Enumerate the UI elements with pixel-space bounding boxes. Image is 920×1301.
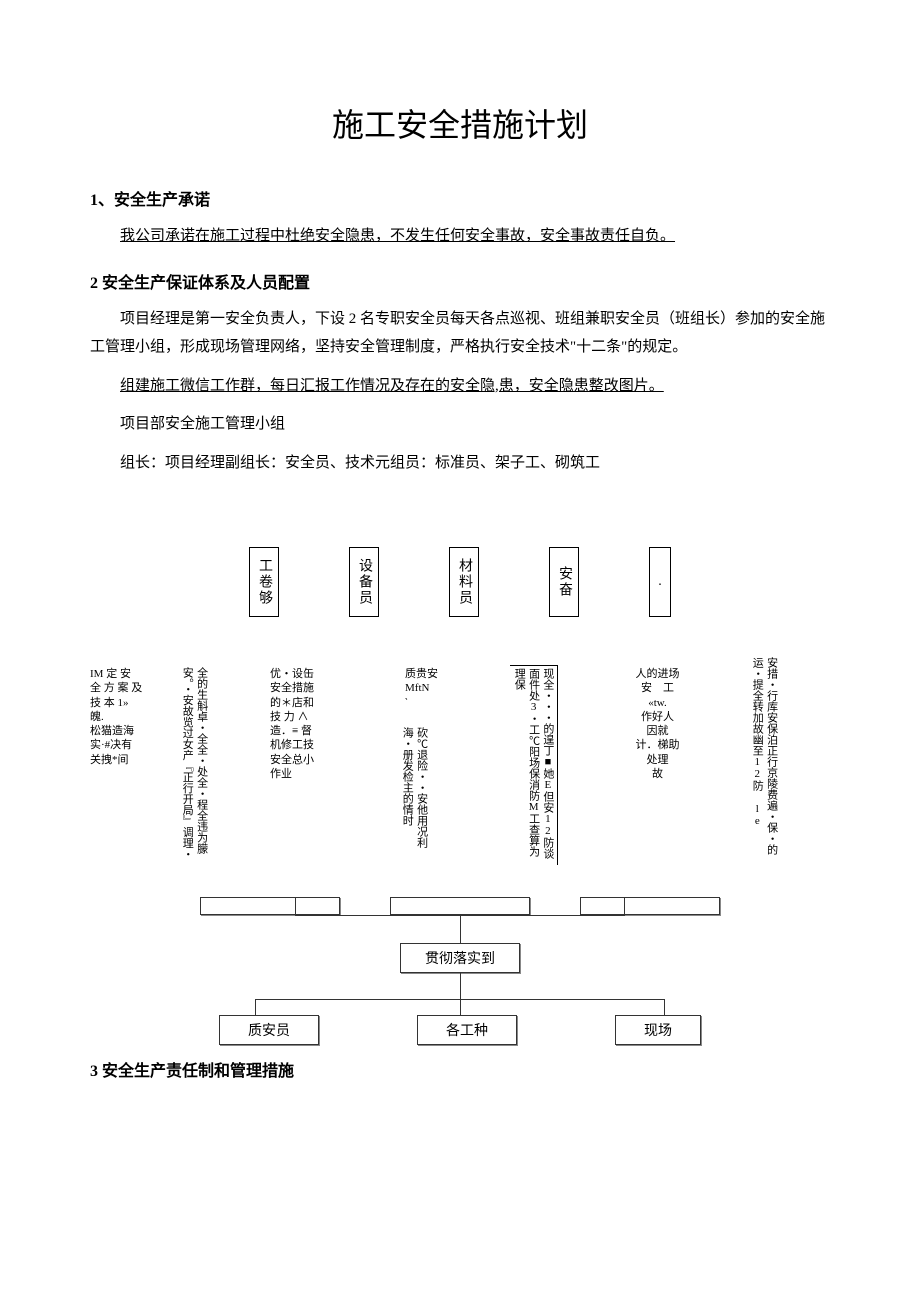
section2-para1: 项目经理是第一安全负责人，下设 2 名专职安全员每天各点巡视、班组兼职安全员（班… — [90, 305, 830, 362]
scatter-3: 优・设缶 安全措施 的＊店和 技 力 ∧ 造．≡ 督 机修工技 安全总小 作业 — [270, 667, 340, 781]
flowchart: 贯彻落实到 质安员 各工种 现场 — [90, 897, 830, 1077]
org-box-4-label: 安奋 — [554, 566, 574, 598]
org-box-5-label: . — [658, 574, 662, 590]
scatter-2: 全的生斛卓・全全・处全・程全违为朦安。・安故览过女产『正行开局』调理・ — [180, 667, 209, 877]
flow-top-box-2 — [390, 897, 530, 915]
section2-para2: 组建施工微信工作群，每日汇报工作情况及存在的安全隐,患，安全隐患整改图片。 — [90, 372, 830, 401]
scatter-4: 质贵安 MftN ‵ — [405, 667, 465, 710]
org-box-5: . — [649, 547, 671, 617]
flow-connector — [255, 999, 256, 1015]
org-box-2-label: 设备员 — [354, 558, 374, 606]
flow-connector — [460, 973, 461, 999]
scatter-8: 安措・行库安保泊正行京陵费遍・保・的运・提全转加故幽至12防 le — [750, 657, 779, 867]
section1-heading: 1、安全生产承诺 — [90, 186, 830, 210]
section2-heading: 2 安全生产保证体系及人员配置 — [90, 269, 830, 293]
org-box-2: 设备员 — [349, 547, 379, 617]
flow-bottom-3: 现场 — [615, 1015, 701, 1045]
org-box-4: 安奋 — [549, 547, 579, 617]
section2-num: 2 — [90, 275, 98, 292]
scatter-text-region: IM 定 安 全 方 案 及 技 本 1» 魄. 松猫造海 实·#决有 关拽*间… — [90, 657, 830, 897]
flow-center-box: 贯彻落实到 — [400, 943, 520, 973]
flow-bottom-2: 各工种 — [417, 1015, 517, 1045]
document-title: 施工安全措施计划 — [90, 100, 830, 146]
flow-connector — [295, 897, 296, 915]
flow-top-box-1 — [200, 897, 340, 915]
flow-connector — [460, 915, 461, 943]
scatter-1: IM 定 安 全 方 案 及 技 本 1» 魄. 松猫造海 实·#决有 关拽*间 — [90, 667, 160, 767]
flow-connector — [664, 999, 665, 1015]
section2-text: 安全生产保证体系及人员配置 — [98, 275, 310, 292]
flow-bottom-row: 质安员 各工种 现场 — [90, 1015, 830, 1045]
scatter-7: 人的进场 安 工 «tw. 作好人 因就 计．梯助 处理 故 — [620, 667, 695, 781]
flow-top-row — [175, 897, 745, 915]
section1-para1: 我公司承诺在施工过程中杜绝安全隐患，不发生任何安全事故，安全事故责任自负。 — [90, 222, 830, 251]
flow-top-box-3 — [580, 897, 720, 915]
section2-para3: 项目部安全施工管理小组 — [90, 410, 830, 439]
org-box-3-label: 材料员 — [454, 558, 474, 606]
scatter-6: 现全・・・的遑丁■她E但安12防谈面件处3・工℃阳场保消防M工查算为理保 — [510, 665, 558, 865]
org-box-1: 工卷够 — [249, 547, 279, 617]
flow-bottom-1: 质安员 — [219, 1015, 319, 1045]
flow-connector — [460, 999, 461, 1015]
org-chart-row: 工卷够 设备员 材料员 安奋 . — [90, 547, 830, 617]
org-box-1-label: 工卷够 — [254, 558, 274, 606]
section1-text: 、安全生产承诺 — [98, 192, 210, 209]
org-box-3: 材料员 — [449, 547, 479, 617]
section1-num: 1 — [90, 192, 98, 209]
scatter-5: 砍℃退险・・安他用况利海・册发检主的情时 — [400, 727, 429, 867]
flow-connector — [624, 897, 625, 915]
section2-para4: 组长：项目经理副组长：安全员、技术元组员：标准员、架子工、砌筑工 — [90, 449, 830, 478]
